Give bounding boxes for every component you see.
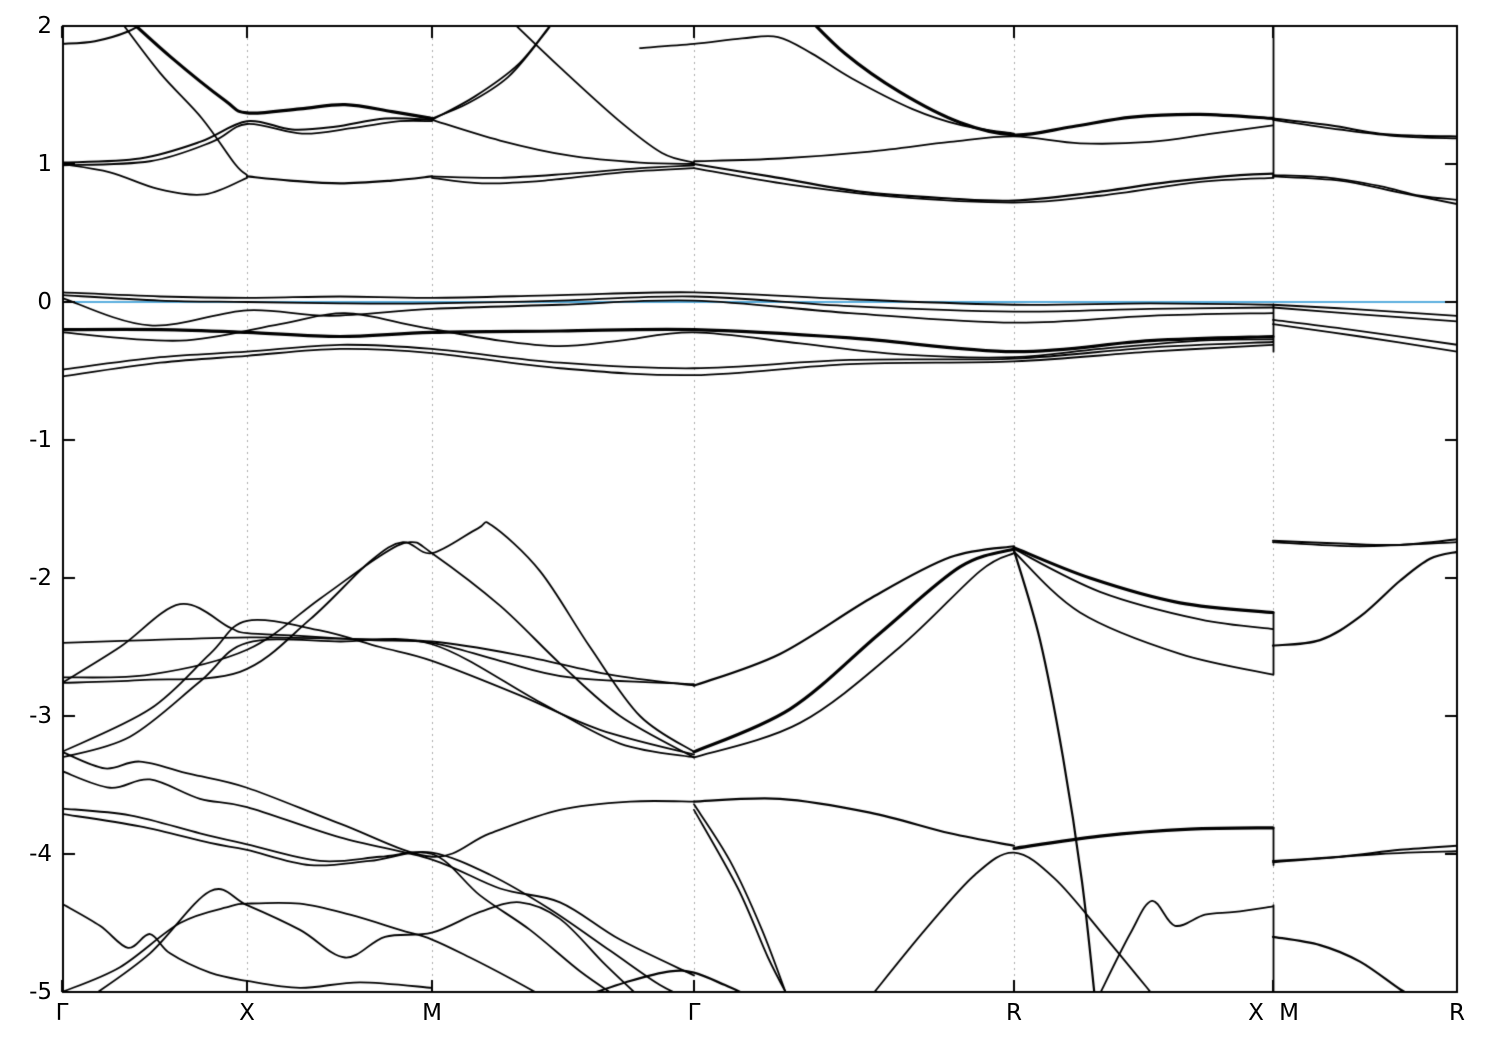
x-axis-kpoint-label: R	[1006, 1000, 1022, 1026]
x-axis-kpoint-label: R	[1449, 1000, 1465, 1026]
y-axis-tick-label: -1	[29, 427, 52, 453]
y-axis-tick-label: -2	[29, 565, 52, 591]
x-axis-kpoint-label: M	[1279, 1000, 1299, 1026]
x-axis-kpoint-label: X	[1248, 1000, 1264, 1026]
y-axis-tick-label: -5	[29, 979, 52, 1005]
x-axis-kpoint-label: X	[239, 1000, 255, 1026]
x-axis-kpoint-label: Γ	[55, 1000, 69, 1026]
y-axis-tick-label: 2	[37, 13, 52, 39]
y-axis-tick-label: 1	[37, 151, 52, 177]
x-axis-kpoint-label: Γ	[687, 1000, 701, 1026]
y-axis-tick-label: -3	[29, 703, 52, 729]
y-axis-tick-label: 0	[37, 289, 52, 315]
x-axis-kpoint-label: M	[422, 1000, 442, 1026]
y-axis-tick-label: -4	[29, 841, 52, 867]
